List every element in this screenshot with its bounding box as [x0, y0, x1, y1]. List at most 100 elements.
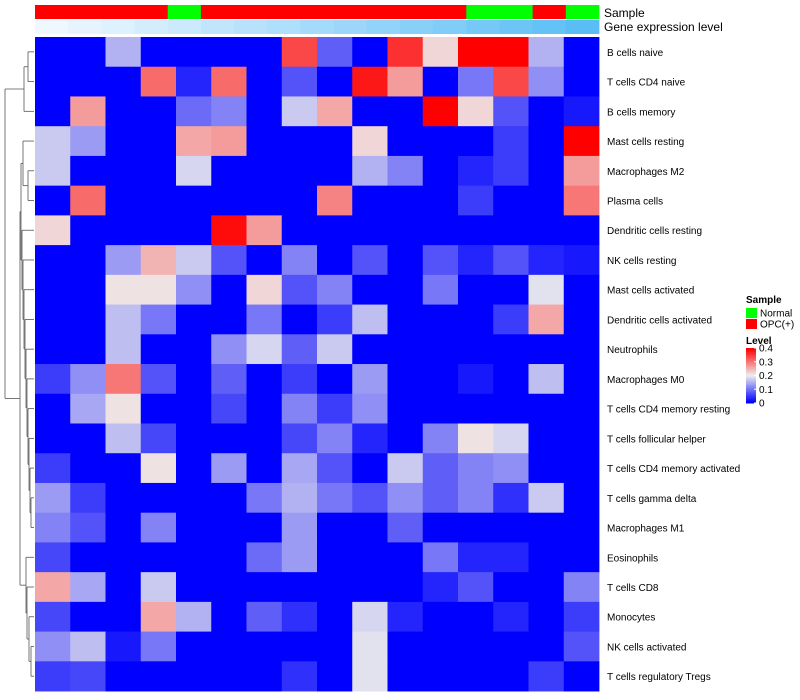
gene-expression-annotation-cell: [300, 20, 334, 34]
heatmap-cell: [317, 482, 353, 514]
heatmap-cell: [563, 542, 600, 573]
heatmap-cell: [387, 601, 424, 632]
heatmap-cell: [493, 661, 529, 692]
heatmap-cell: [211, 274, 247, 305]
heatmap-cell: [352, 185, 388, 216]
heatmap-cell: [246, 423, 283, 454]
heatmap-cell: [387, 482, 424, 514]
row-label: B cells memory: [607, 107, 675, 118]
heatmap-cell: [70, 423, 106, 454]
heatmap-cell: [563, 155, 600, 187]
heatmap-cell: [211, 661, 247, 692]
heatmap-cell: [140, 304, 177, 335]
heatmap-cell: [140, 155, 177, 187]
row-label: T cells CD4 memory resting: [607, 405, 730, 416]
sample-annotation-cell: [101, 5, 135, 19]
level-legend-gradient-step: [746, 383, 756, 386]
heatmap-cell: [563, 482, 600, 514]
heatmap-cell: [140, 423, 177, 454]
level-legend-gradient-step: [746, 393, 756, 396]
heatmap-cell: [387, 96, 424, 127]
heatmap-cell: [35, 364, 71, 395]
level-legend-gradient-step: [746, 400, 756, 403]
row-dendrogram: [4, 51, 34, 677]
heatmap-cell: [422, 393, 459, 424]
heatmap-cell: [281, 126, 318, 157]
heatmap-cell: [281, 453, 318, 484]
heatmap-cell: [422, 126, 459, 157]
heatmap-cell: [387, 661, 424, 692]
heatmap-cell: [493, 512, 529, 543]
heatmap-cell: [352, 37, 388, 68]
level-legend-gradient-step: [746, 375, 756, 378]
heatmap-cell: [387, 126, 424, 157]
heatmap-cell: [105, 245, 142, 276]
gene-expression-annotation-cell: [333, 20, 368, 34]
heatmap-cell: [35, 304, 71, 335]
heatmap-cell: [317, 274, 353, 305]
heatmap-cell: [70, 393, 106, 424]
heatmap-cell: [246, 601, 283, 632]
heatmap-cell: [458, 155, 494, 187]
heatmap-cell: [317, 453, 353, 484]
heatmap-cell: [352, 482, 388, 514]
heatmap-cell: [35, 245, 71, 276]
heatmap-cell: [528, 423, 565, 454]
heatmap-cell: [105, 37, 142, 68]
heatmap-cell: [528, 601, 565, 632]
heatmap-cell: [493, 423, 529, 454]
heatmap-cell: [140, 453, 177, 484]
heatmap-cell: [211, 245, 247, 276]
heatmap-cell: [281, 334, 318, 365]
heatmap-cell: [422, 572, 459, 603]
level-legend-gradient-step: [746, 372, 756, 375]
sample-annotation-cell: [134, 5, 169, 19]
heatmap-cell: [35, 572, 71, 603]
heatmap-cell: [35, 601, 71, 632]
heatmap-cell: [563, 423, 600, 454]
level-legend-gradient-step: [746, 359, 756, 361]
heatmap-cell: [493, 185, 529, 216]
heatmap-cell: [528, 274, 565, 305]
heatmap-cell: [493, 364, 529, 395]
heatmap-cell: [281, 661, 318, 692]
gene-expression-annotation-cell: [234, 20, 268, 34]
heatmap-cell: [140, 542, 177, 573]
heatmap-cell: [317, 304, 353, 335]
heatmap-cell: [317, 185, 353, 216]
heatmap-cell: [352, 453, 388, 484]
heatmap-cell: [211, 96, 247, 127]
heatmap-cell: [246, 572, 283, 603]
sample-annotation-cell: [399, 5, 434, 19]
gene-expression-annotation-label: Gene expression level: [604, 20, 723, 34]
heatmap-cell: [422, 601, 459, 632]
row-label: Monocytes: [607, 613, 655, 624]
heatmap-cell: [317, 364, 353, 395]
sample-annotation-cell: [466, 5, 500, 19]
heatmap-cell: [246, 215, 283, 246]
heatmap-cell: [246, 631, 283, 662]
heatmap-cell: [352, 155, 388, 187]
heatmap-cell: [563, 334, 600, 365]
heatmap-cell: [35, 482, 71, 514]
heatmap-cell: [70, 601, 106, 632]
heatmap-cell: [528, 393, 565, 424]
row-label: Eosinophils: [607, 553, 658, 564]
heatmap-cell: [140, 185, 177, 216]
heatmap-cell: [422, 453, 459, 484]
heatmap-cell: [281, 274, 318, 305]
heatmap-cell: [70, 96, 106, 127]
heatmap-cell: [317, 37, 353, 68]
heatmap-cell: [458, 274, 494, 305]
heatmap-cell: [176, 126, 212, 157]
heatmap-cell: [317, 126, 353, 157]
heatmap-cell: [493, 542, 529, 573]
heatmap-cell: [176, 155, 212, 187]
heatmap-cell: [528, 155, 565, 187]
heatmap-cell: [281, 155, 318, 187]
heatmap-cell: [422, 661, 459, 692]
heatmap-cell: [352, 661, 388, 692]
heatmap-cell: [211, 393, 247, 424]
heatmap-cell: [493, 453, 529, 484]
heatmap-cell: [211, 512, 247, 543]
